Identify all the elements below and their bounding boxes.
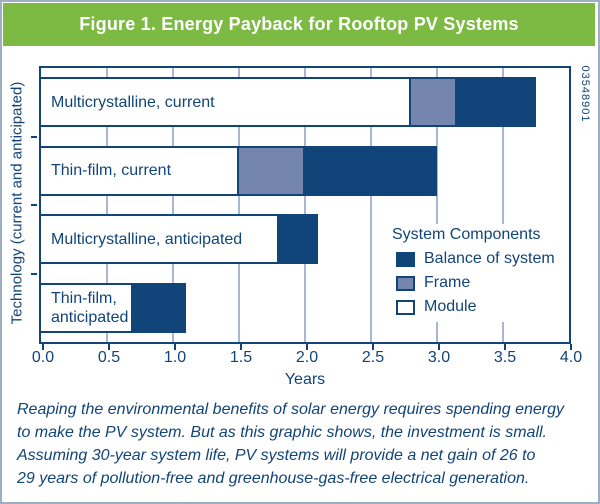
y-axis-tick xyxy=(31,272,37,275)
figure-title: Figure 1. Energy Payback for Rooftop PV … xyxy=(79,14,519,34)
y-axis-tick xyxy=(31,204,37,206)
x-axis-tick-label: 2.5 xyxy=(361,349,385,366)
bar-row: Multicrystalline, anticipated xyxy=(39,214,319,265)
legend-item-frame: Frame xyxy=(396,274,555,292)
bar-segment-module: Thin-film, current xyxy=(41,147,237,194)
legend-title: System Components xyxy=(392,226,541,243)
legend-swatch-frame xyxy=(396,275,415,291)
legend-item-balance-of-system: Balance of system xyxy=(396,250,555,268)
bar-row: Thin-film, anticipated xyxy=(39,282,187,333)
figure-title-bar: Figure 1. Energy Payback for Rooftop PV … xyxy=(3,3,595,46)
gridline-0.5 xyxy=(106,68,108,342)
legend-items: Balance of system Frame Module xyxy=(392,250,555,316)
bar-segment-frame xyxy=(408,79,455,126)
x-axis-tick-label: 0.0 xyxy=(31,349,55,366)
x-axis-tick-label: 4.0 xyxy=(559,349,583,366)
bar-segment-balance-of-system xyxy=(454,79,534,126)
gridline-1.0 xyxy=(172,68,174,342)
x-axis-tick xyxy=(108,344,110,350)
x-axis-tick-label: 3.5 xyxy=(493,349,517,366)
legend-swatch-module xyxy=(396,299,415,315)
bar-segment-frame xyxy=(237,147,303,194)
gridline-2.0 xyxy=(304,68,306,342)
gridline-2.5 xyxy=(370,68,372,342)
bar-segment-balance-of-system xyxy=(303,147,435,194)
y-axis-label: Technology (current and anticipated) xyxy=(8,81,26,325)
x-axis-tick xyxy=(438,344,440,350)
bar-segment-balance-of-system xyxy=(276,216,317,263)
x-axis-tick xyxy=(42,344,44,350)
y-axis-tick xyxy=(31,135,37,138)
x-axis-tick-label: 2.0 xyxy=(295,349,319,366)
figure-caption: Reaping the environmental benefits of so… xyxy=(17,401,565,487)
legend: System Components Balance of system Frame… xyxy=(386,224,565,322)
gridline-3.0 xyxy=(436,68,438,342)
bar-row: Thin-film, current xyxy=(39,145,437,196)
bar-segment-module: Multicrystalline, current xyxy=(41,79,409,126)
x-axis-tick-label: 1.5 xyxy=(229,349,253,366)
document-number: 03548901 xyxy=(579,65,591,123)
legend-item-module: Module xyxy=(396,298,555,316)
x-axis-tick-label: 0.5 xyxy=(97,349,121,366)
plot-area: System Components Balance of system Frame… xyxy=(39,66,571,344)
legend-swatch-balance-of-system xyxy=(396,251,415,267)
gridline-1.5 xyxy=(238,68,240,342)
x-axis-tick-label: 3.0 xyxy=(427,349,451,366)
x-axis-tick xyxy=(372,344,374,350)
x-axis-tick xyxy=(174,344,176,350)
x-axis-tick xyxy=(504,344,506,350)
bar-category-label: Thin-film, current xyxy=(51,162,172,180)
x-axis-tick xyxy=(570,344,572,350)
bar-category-label: Thin-film, anticipated xyxy=(51,289,129,326)
legend-item-label: Balance of system xyxy=(424,250,555,267)
legend-item-label: Module xyxy=(424,298,477,315)
bar-row: Multicrystalline, current xyxy=(39,77,536,128)
bar-segment-module: Thin-film, anticipated xyxy=(41,284,132,331)
bar-segment-balance-of-system xyxy=(131,284,185,331)
x-axis-tick xyxy=(240,344,242,350)
x-axis-tick xyxy=(306,344,308,350)
gridline-3.5 xyxy=(502,68,504,342)
x-axis-label: Years xyxy=(284,371,326,388)
x-axis-tick-label: 1.0 xyxy=(163,349,187,366)
legend-item-label: Frame xyxy=(424,274,471,291)
bar-category-label: Multicrystalline, anticipated xyxy=(51,230,243,248)
bar-category-label: Multicrystalline, current xyxy=(51,93,215,111)
bar-segment-module: Multicrystalline, anticipated xyxy=(41,216,277,263)
